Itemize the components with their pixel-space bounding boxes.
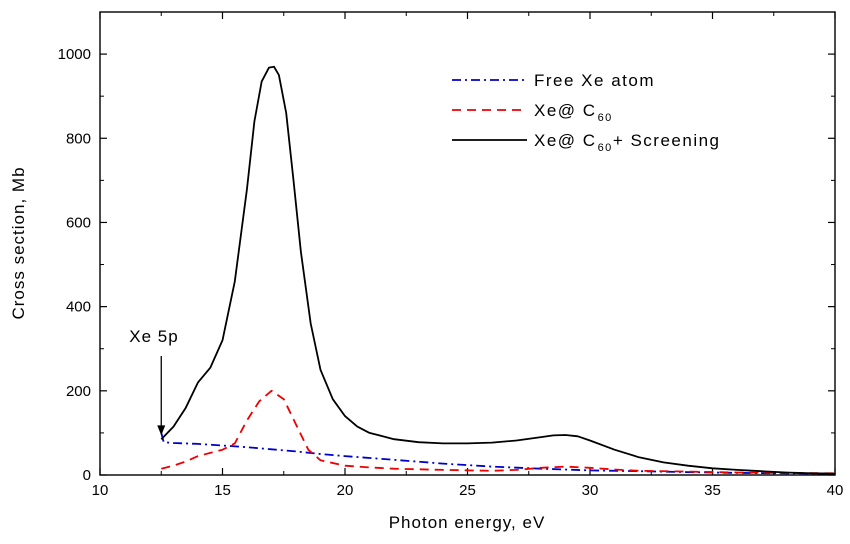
annotation-arrow-head [157, 425, 166, 436]
plot-frame [99, 11, 836, 476]
series-line-2 [160, 65, 836, 475]
series-line-0 [160, 432, 836, 475]
legend-label: Free Xe atom [534, 71, 655, 90]
y-tick-label: 400 [66, 299, 91, 316]
series-line-1 [161, 389, 836, 475]
legend-label: Xe@ C60+ Screening [534, 131, 721, 154]
x-tick-label: 40 [827, 482, 844, 499]
y-axis-label: Cross section, Mb [9, 166, 28, 319]
x-tick-label: 15 [214, 482, 231, 499]
x-axis-label: Photon energy, eV [389, 513, 546, 532]
y-tick-label: 800 [66, 130, 91, 147]
x-tick-label: 25 [459, 482, 476, 499]
x-tick-label: 35 [704, 482, 721, 499]
legend-label: Xe@ C60 [534, 101, 613, 124]
annotation-label: Xe 5p [129, 327, 178, 346]
y-tick-label: 1000 [58, 46, 91, 63]
x-tick-label: 20 [337, 482, 354, 499]
x-tick-label: 10 [92, 482, 109, 499]
y-tick-label: 0 [83, 467, 91, 484]
legend: Free Xe atom Xe@ C60 Xe@ C60+ Screening [452, 71, 721, 154]
y-tick-label: 600 [66, 214, 91, 231]
y-tick-label: 200 [66, 383, 91, 400]
annotation: Xe 5p [129, 327, 178, 436]
x-tick-label: 30 [582, 482, 599, 499]
series-lines [160, 65, 836, 475]
